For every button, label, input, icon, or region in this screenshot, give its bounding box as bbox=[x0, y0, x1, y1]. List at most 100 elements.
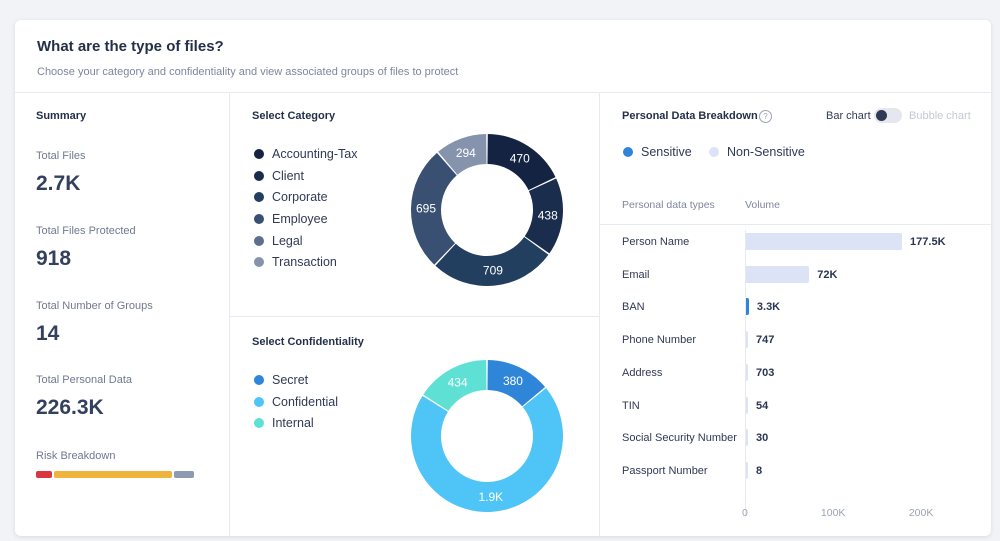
legend-label: Corporate bbox=[272, 190, 328, 205]
page-subtitle: Choose your category and confidentiality… bbox=[37, 66, 459, 78]
confidentiality-donut-chart[interactable]: 380 1.9K 434 bbox=[410, 359, 564, 513]
confidentiality-legend-item[interactable]: Secret bbox=[254, 369, 338, 391]
risk-breakdown-bar[interactable] bbox=[36, 471, 196, 478]
category-legend-item[interactable]: Corporate bbox=[254, 186, 357, 208]
category-slice-transaction[interactable] bbox=[438, 134, 487, 175]
legend-dot bbox=[254, 235, 264, 246]
toggle-knob bbox=[876, 110, 887, 121]
legend-label: Employee bbox=[272, 211, 328, 226]
bar-phone-number[interactable] bbox=[746, 331, 748, 349]
bar-axis-line bbox=[745, 230, 746, 517]
legend-label: Secret bbox=[272, 372, 309, 387]
bar-chart-toggle-label[interactable]: Bar chart bbox=[826, 110, 871, 122]
legend-dot bbox=[254, 170, 264, 181]
confidentiality-legend-item[interactable]: Internal bbox=[254, 412, 338, 434]
bar-value-label: 703 bbox=[756, 366, 775, 379]
confidentiality-slice-label: 1.9K bbox=[478, 490, 503, 504]
category-slice-client[interactable] bbox=[524, 178, 563, 254]
category-slice-label: 470 bbox=[510, 152, 530, 166]
page-title: What are the type of files? bbox=[37, 38, 224, 55]
divider bbox=[229, 92, 230, 536]
legend-label: Legal bbox=[272, 233, 303, 248]
category-title: Select Category bbox=[252, 110, 336, 122]
bar-address[interactable] bbox=[746, 363, 748, 381]
bar-row-label: Social Security Number bbox=[622, 432, 737, 445]
bar-row-label: Phone Number bbox=[622, 334, 696, 347]
legend-label: Transaction bbox=[272, 255, 337, 270]
risk-segment-high[interactable] bbox=[36, 471, 52, 478]
divider bbox=[599, 224, 991, 225]
legend-label: Non-Sensitive bbox=[727, 145, 805, 159]
category-legend: Accounting-Tax Client Corporate Employee Leg… bbox=[254, 143, 357, 273]
category-slice-accounting-tax[interactable] bbox=[487, 134, 556, 191]
summary-title: Summary bbox=[36, 110, 87, 122]
bar-value-label: 72K bbox=[817, 268, 838, 281]
risk-segment-medium[interactable] bbox=[53, 471, 172, 478]
legend-dot bbox=[254, 396, 264, 407]
legend-dot bbox=[254, 192, 264, 203]
legend-dot bbox=[254, 148, 264, 159]
divider bbox=[599, 92, 600, 536]
x-tick-label: 200K bbox=[908, 507, 934, 519]
confidentiality-legend: Secret Confidential Internal bbox=[254, 369, 338, 434]
summary-total-files: Total Files 2.7K bbox=[36, 150, 86, 196]
category-legend-item[interactable]: Client bbox=[254, 165, 357, 187]
bar-row-label: Email bbox=[622, 268, 650, 281]
non-sensitive-dot bbox=[709, 147, 719, 157]
summary-label: Total Files Protected bbox=[36, 225, 136, 237]
confidentiality-legend-item[interactable]: Confidential bbox=[254, 391, 338, 413]
legend-non-sensitive[interactable]: Non-Sensitive bbox=[709, 145, 805, 159]
category-legend-item[interactable]: Accounting-Tax bbox=[254, 143, 357, 165]
category-slice-label: 695 bbox=[416, 202, 436, 216]
category-legend-item[interactable]: Employee bbox=[254, 208, 357, 230]
divider bbox=[229, 316, 599, 317]
legend-label: Client bbox=[272, 168, 304, 183]
confidentiality-slice-internal[interactable] bbox=[423, 360, 487, 411]
bar-person-name[interactable] bbox=[746, 233, 903, 250]
bar-row-label: BAN bbox=[622, 301, 645, 314]
sensitive-dot bbox=[623, 147, 633, 157]
category-donut-chart[interactable]: 470 438 709 695 294 bbox=[410, 133, 564, 287]
bar-row-label: TIN bbox=[622, 399, 640, 412]
category-slice-label: 294 bbox=[456, 146, 476, 160]
bar-ban[interactable] bbox=[746, 298, 749, 316]
summary-label: Total Number of Groups bbox=[36, 300, 153, 312]
bar-passport-number[interactable] bbox=[746, 461, 748, 479]
legend-dot bbox=[254, 257, 264, 268]
risk-segment-low[interactable] bbox=[173, 471, 194, 478]
summary-label: Total Personal Data bbox=[36, 374, 132, 386]
bar-value-label: 747 bbox=[756, 334, 775, 347]
bubble-chart-toggle-label[interactable]: Bubble chart bbox=[909, 110, 971, 122]
breakdown-title: Personal Data Breakdown bbox=[622, 110, 758, 122]
confidentiality-slice-secret[interactable] bbox=[487, 360, 546, 407]
summary-total-personal-data: Total Personal Data 226.3K bbox=[36, 374, 132, 420]
summary-value: 14 bbox=[36, 322, 60, 345]
bar-value-label: 30 bbox=[756, 432, 769, 445]
summary-total-groups: Total Number of Groups 14 bbox=[36, 300, 153, 346]
category-slice-corporate[interactable] bbox=[435, 237, 549, 286]
legend-sensitive[interactable]: Sensitive bbox=[623, 145, 692, 159]
confidentiality-slice-label: 434 bbox=[448, 376, 468, 390]
bar-value-label: 54 bbox=[756, 399, 769, 412]
chart-type-toggle[interactable] bbox=[874, 108, 902, 123]
bar-row-label: Address bbox=[622, 366, 663, 379]
bar-email[interactable] bbox=[746, 265, 810, 283]
bar-tin[interactable] bbox=[746, 396, 748, 414]
legend-label: Sensitive bbox=[641, 145, 692, 159]
category-legend-item[interactable]: Transaction bbox=[254, 251, 357, 273]
category-slice-employee[interactable] bbox=[411, 152, 457, 265]
bar-row-label: Person Name bbox=[622, 236, 690, 248]
category-legend-item[interactable]: Legal bbox=[254, 230, 357, 252]
bar-value-label: 177.5K bbox=[910, 236, 946, 248]
legend-label: Confidential bbox=[272, 394, 339, 409]
legend-label: Accounting-Tax bbox=[272, 146, 358, 161]
confidentiality-title: Select Confidentiality bbox=[252, 336, 364, 348]
confidentiality-slice-label: 380 bbox=[503, 374, 523, 388]
confidentiality-slice-confidential[interactable] bbox=[411, 388, 563, 512]
bar-row-label: Passport Number bbox=[622, 464, 708, 477]
summary-value: 2.7K bbox=[36, 172, 81, 195]
bar-social-security-number[interactable] bbox=[746, 429, 748, 447]
summary-total-files-protected: Total Files Protected 918 bbox=[36, 225, 136, 271]
help-icon[interactable]: ? bbox=[759, 110, 772, 123]
legend-dot bbox=[254, 374, 264, 385]
